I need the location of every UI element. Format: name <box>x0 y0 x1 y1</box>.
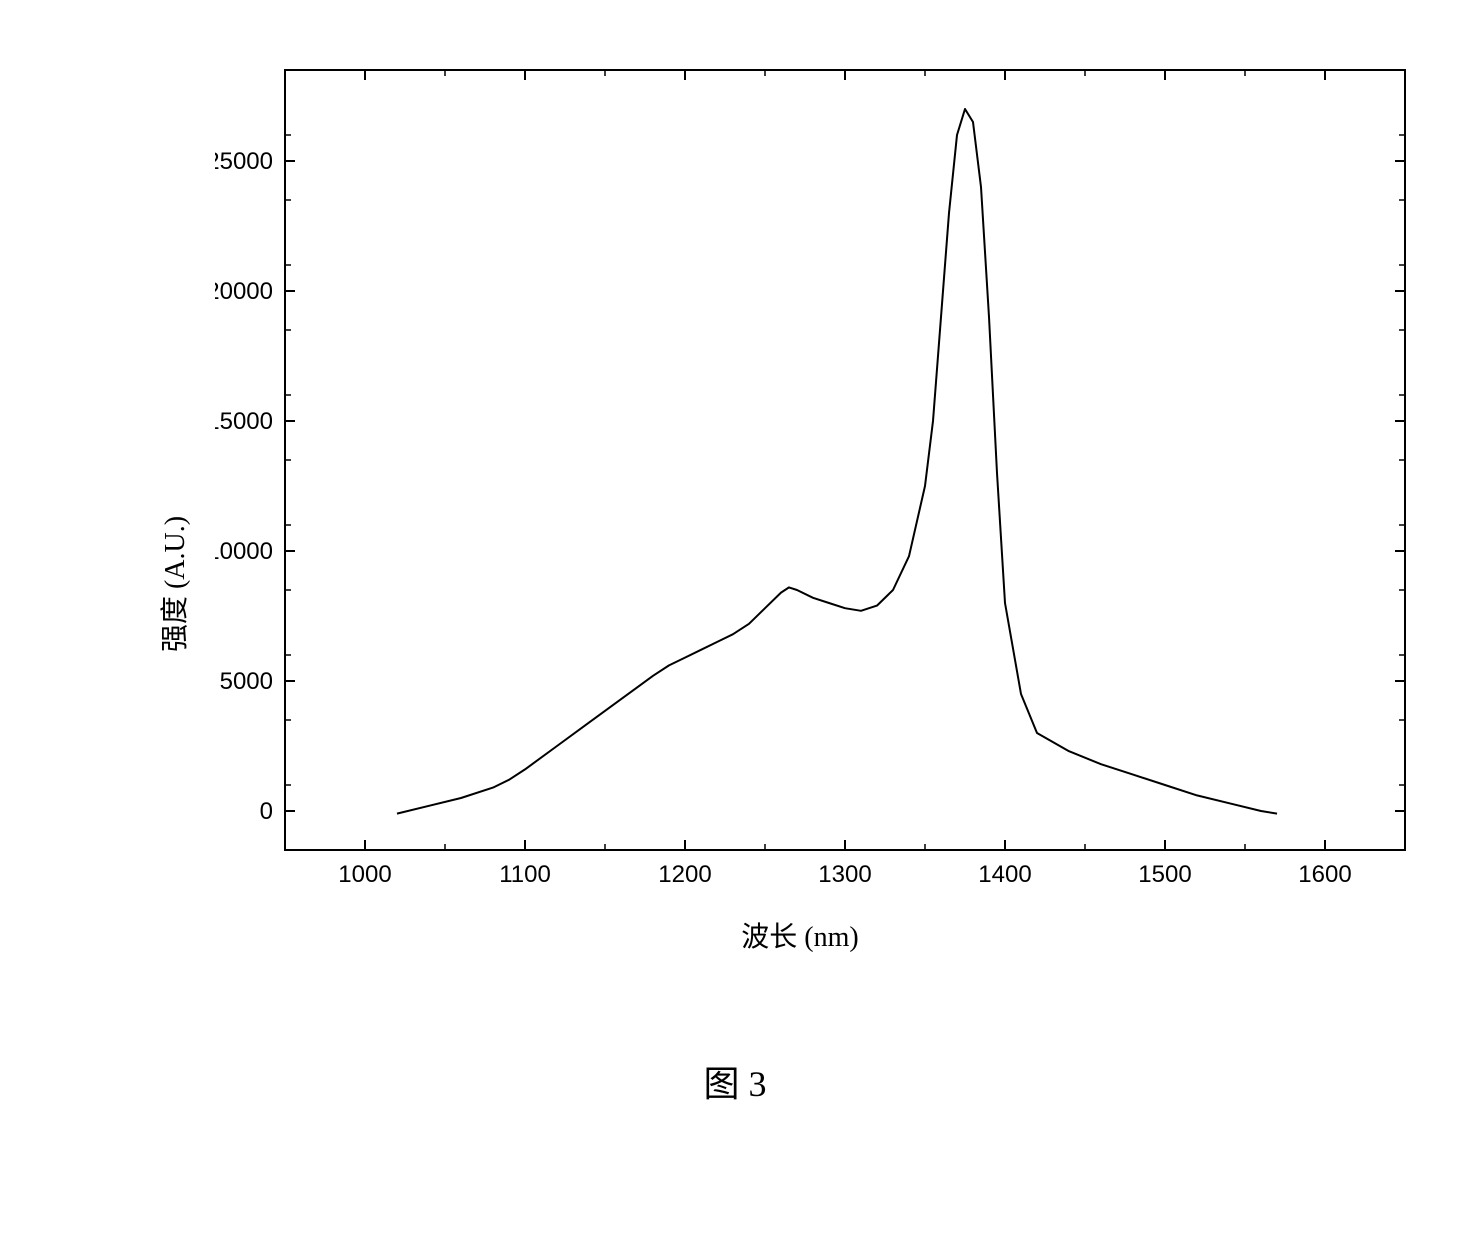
svg-text:1100: 1100 <box>499 861 551 888</box>
svg-text:1400: 1400 <box>978 861 1031 888</box>
svg-text:25000: 25000 <box>215 148 273 175</box>
svg-text:20000: 20000 <box>215 278 273 305</box>
svg-text:1300: 1300 <box>818 861 871 888</box>
plot-area: 1000 1100 1200 1300 1400 1500 1600 0 5000 10000 15… <box>215 60 1385 900</box>
x-axis-label: 波长 (nm) <box>215 915 1385 955</box>
svg-text:1000: 1000 <box>338 861 391 888</box>
svg-text:10000: 10000 <box>215 538 273 565</box>
svg-text:1600: 1600 <box>1298 861 1351 888</box>
chart-svg: 1000 1100 1200 1300 1400 1500 1600 0 5000 10000 15… <box>215 60 1415 900</box>
svg-text:0: 0 <box>260 798 273 825</box>
svg-text:1500: 1500 <box>1138 861 1191 888</box>
figure-caption: 图 3 <box>85 1055 1385 1107</box>
svg-text:5000: 5000 <box>220 668 273 695</box>
y-axis-label: 强度 (A.U.) <box>153 515 193 651</box>
chart-container: 强度 (A.U.) 1000 1100 1200 1300 1400 1500 1600 0 5… <box>85 60 1385 1107</box>
svg-text:15000: 15000 <box>215 408 273 435</box>
svg-text:1200: 1200 <box>658 861 711 888</box>
